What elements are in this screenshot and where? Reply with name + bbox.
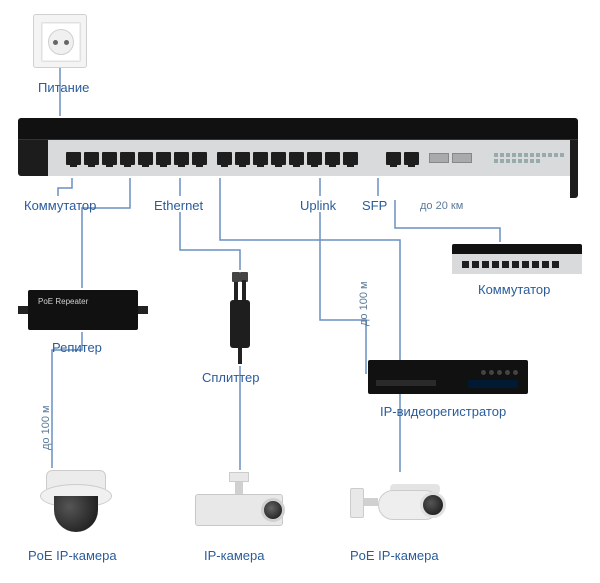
dome-camera-label: PoE IP-камера bbox=[28, 548, 117, 563]
rj45-port bbox=[325, 152, 340, 165]
distance-20km-label: до 20 км bbox=[420, 200, 463, 212]
rj45-port bbox=[532, 261, 539, 268]
rj45-port bbox=[271, 152, 286, 165]
rj45-port bbox=[492, 261, 499, 268]
box-camera bbox=[195, 472, 283, 532]
rj45-port bbox=[512, 261, 519, 268]
repeater-label: Репитер bbox=[52, 340, 102, 355]
rj45-port bbox=[289, 152, 304, 165]
repeater-text: PoE Repeater bbox=[38, 297, 88, 306]
rj45-port bbox=[235, 152, 250, 165]
wire bbox=[180, 212, 240, 270]
power-outlet bbox=[33, 14, 87, 68]
box-camera-label: IP-камера bbox=[204, 548, 264, 563]
distance-100m-a-label: до 100 м bbox=[40, 405, 52, 450]
wire bbox=[58, 178, 72, 196]
rj45-port bbox=[253, 152, 268, 165]
rj45-port bbox=[102, 152, 117, 165]
main-switch bbox=[18, 118, 578, 176]
dome-camera bbox=[40, 470, 112, 532]
switch2-label: Коммутатор bbox=[478, 282, 550, 297]
rj45-port bbox=[192, 152, 207, 165]
rj45-port bbox=[217, 152, 232, 165]
switch-label: Коммутатор bbox=[24, 198, 96, 213]
rj45-port bbox=[502, 261, 509, 268]
rj45-port bbox=[84, 152, 99, 165]
uplink-label: Uplink bbox=[300, 198, 336, 213]
rj45-port bbox=[472, 261, 479, 268]
rj45-port bbox=[522, 261, 529, 268]
ethernet-label: Ethernet bbox=[154, 198, 203, 213]
rj45-port bbox=[542, 261, 549, 268]
poe-repeater: PoE Repeater bbox=[28, 290, 138, 330]
rj45-port bbox=[482, 261, 489, 268]
splitter-label: Сплиттер bbox=[202, 370, 260, 385]
rj45-port bbox=[138, 152, 153, 165]
nvr-label: IP-видеорегистратор bbox=[380, 404, 506, 419]
poe-splitter bbox=[230, 300, 250, 348]
nvr bbox=[368, 360, 528, 394]
rj45-port bbox=[120, 152, 135, 165]
wire bbox=[82, 178, 130, 288]
rj45-port bbox=[462, 261, 469, 268]
rj45-port bbox=[343, 152, 358, 165]
rj45-port bbox=[66, 152, 81, 165]
rj45-port bbox=[156, 152, 171, 165]
rj45-port bbox=[552, 261, 559, 268]
bullet-camera bbox=[350, 478, 446, 534]
rj45-port bbox=[174, 152, 189, 165]
distance-100m-b-label: до 100 м bbox=[358, 281, 370, 326]
power-label: Питание bbox=[38, 80, 89, 95]
rj45-port bbox=[307, 152, 322, 165]
bullet-camera-label: PoE IP-камера bbox=[350, 548, 439, 563]
sfp-label: SFP bbox=[362, 198, 387, 213]
secondary-switch bbox=[452, 244, 582, 274]
